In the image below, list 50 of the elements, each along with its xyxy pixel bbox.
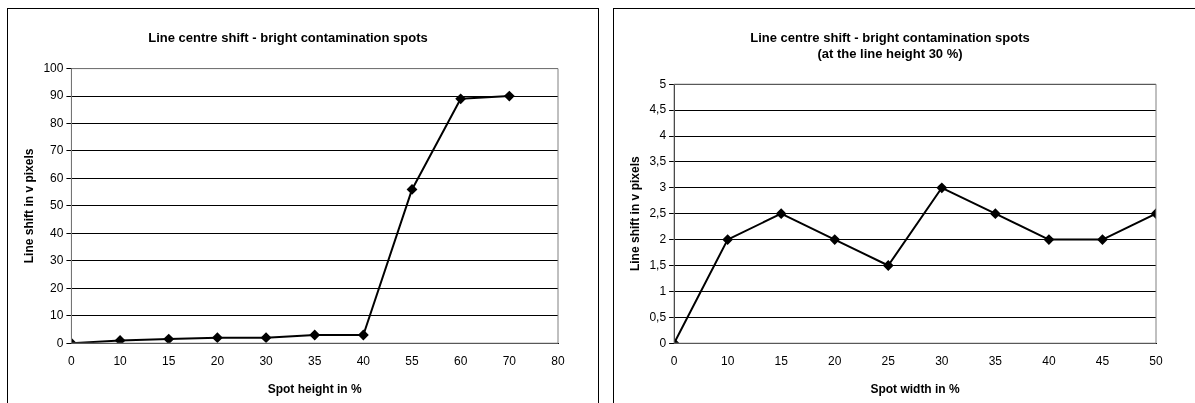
y-tick-label: 3,5 (649, 154, 667, 169)
x-tick-label: 35 (308, 353, 322, 368)
y-tick-label: 70 (50, 143, 64, 158)
x-tick-label: 40 (356, 353, 371, 368)
y-tick-label: 0,5 (649, 309, 667, 324)
y-tick-label: 0 (659, 335, 667, 350)
chart-title: Line centre shift - bright contamination spots (148, 30, 428, 46)
y-tick-label: 20 (50, 280, 64, 295)
chart-title: Line centre shift - bright contamination spots (750, 30, 1030, 46)
y-tick-label: 50 (50, 198, 64, 213)
x-tick-label: 35 (988, 353, 1003, 368)
x-tick-label: 80 (551, 353, 565, 368)
y-tick-label: 5 (659, 76, 667, 91)
y-tick-label: 80 (50, 115, 64, 130)
y-tick-label: 2 (659, 231, 667, 246)
y-tick-label: 30 (50, 253, 64, 268)
y-tick-label: 90 (50, 88, 64, 103)
y-tick-label: 4,5 (649, 102, 667, 117)
chart-subtitle: (at the line height 30 %) (817, 45, 963, 61)
x-tick-label: 70 (502, 353, 517, 368)
x-tick-label: 40 (1042, 353, 1056, 368)
y-tick-label: 3 (659, 180, 667, 195)
x-tick-label: 15 (162, 353, 176, 368)
x-tick-label: 45 (1095, 353, 1110, 368)
x-tick-label: 25 (881, 353, 896, 368)
y-tick-label: 100 (43, 60, 64, 75)
x-tick-label: 0 (670, 353, 678, 368)
y-tick-label: 60 (50, 170, 64, 185)
x-tick-label: 55 (405, 353, 420, 368)
x-tick-label: 20 (210, 353, 225, 368)
x-tick-label: 60 (454, 353, 468, 368)
y-tick-label: 0 (56, 335, 64, 350)
x-tick-label: 50 (1149, 353, 1163, 368)
y-tick-label: 1 (659, 283, 667, 298)
x-tick-label: 30 (935, 353, 949, 368)
y-tick-label: 1,5 (649, 257, 667, 272)
y-axis-title: Line shift in v pixels (21, 148, 36, 264)
x-tick-label: 20 (828, 353, 842, 368)
x-tick-label: 10 (720, 353, 735, 368)
y-tick-label: 4 (659, 128, 667, 143)
x-tick-label: 15 (774, 353, 789, 368)
x-tick-label: 30 (259, 353, 274, 368)
x-tick-label: 0 (68, 353, 76, 368)
x-tick-label: 10 (113, 353, 128, 368)
x-axis-title: Spot width in % (870, 382, 961, 397)
x-axis-title: Spot height in % (267, 382, 363, 397)
y-tick-label: 10 (50, 308, 64, 323)
y-tick-label: 2,5 (649, 206, 667, 221)
y-tick-label: 40 (50, 225, 64, 240)
y-axis-title: Line shift in v pixels (627, 156, 642, 272)
